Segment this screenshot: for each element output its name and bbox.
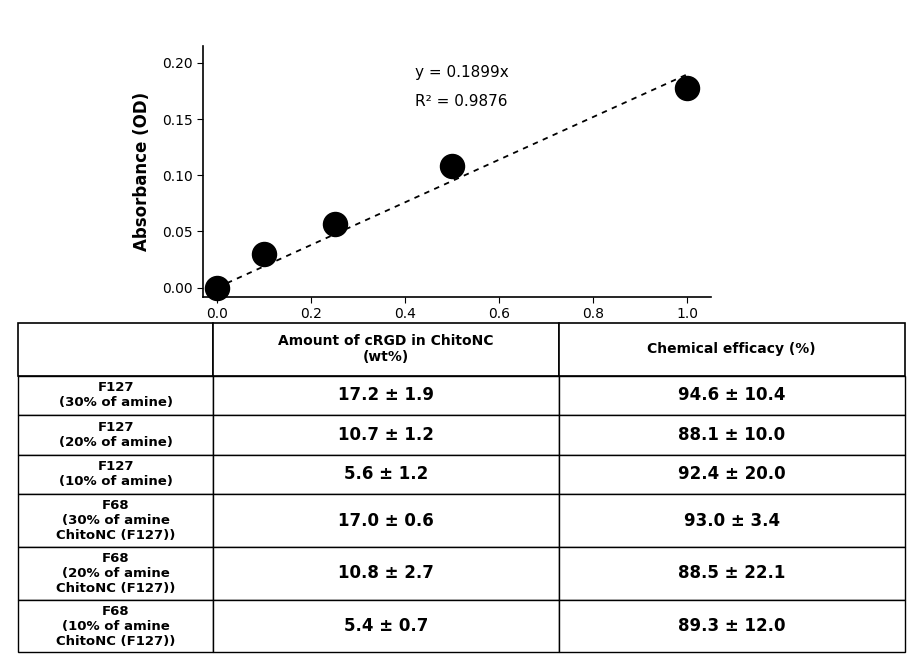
Point bbox=[328, 218, 342, 229]
Point bbox=[257, 248, 271, 259]
Text: y = 0.1899x: y = 0.1899x bbox=[414, 65, 509, 80]
Point bbox=[680, 82, 695, 93]
Point bbox=[445, 161, 460, 171]
Point bbox=[210, 282, 224, 293]
X-axis label: cRGD Concentration (mg/ml): cRGD Concentration (mg/ml) bbox=[323, 332, 591, 350]
Y-axis label: Absorbance (OD): Absorbance (OD) bbox=[133, 92, 150, 251]
Text: R² = 0.9876: R² = 0.9876 bbox=[414, 94, 507, 109]
